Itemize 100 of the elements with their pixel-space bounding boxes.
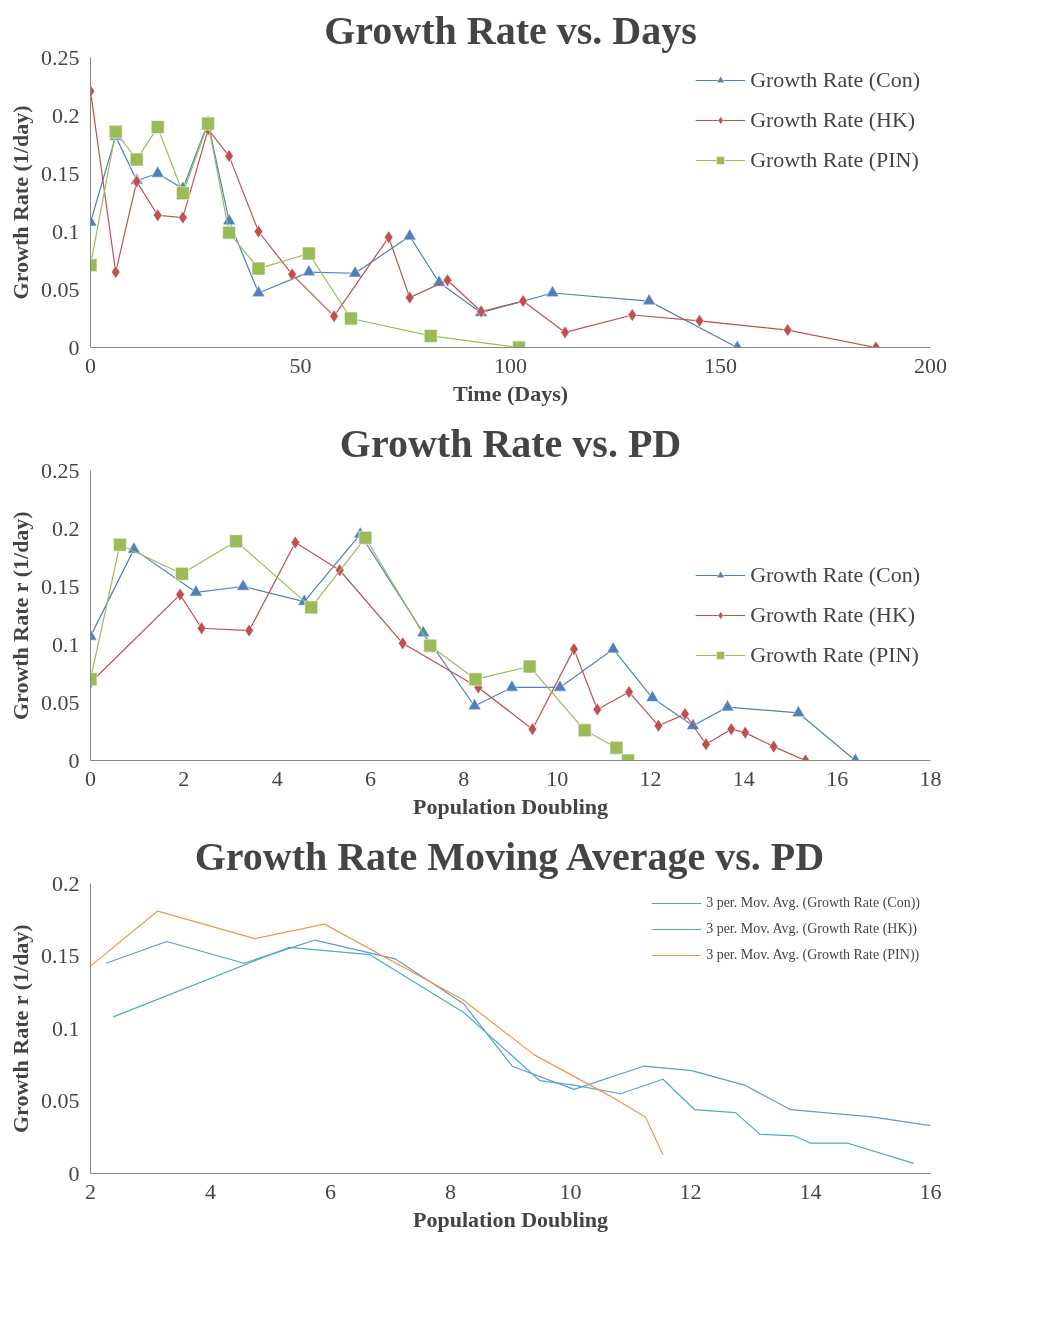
point	[527, 722, 538, 736]
x-tick-label: 16	[826, 765, 849, 791]
point	[442, 273, 453, 288]
x-tick-label: 4	[205, 1178, 216, 1204]
point	[150, 165, 165, 178]
legend-label: Growth Rate (PIN)	[750, 642, 919, 668]
point	[627, 308, 637, 322]
x-axis-title: Population Doubling	[412, 793, 609, 819]
x-tick-label: 150	[704, 352, 737, 378]
line-series	[90, 910, 664, 1156]
point	[108, 124, 123, 139]
point	[642, 293, 656, 306]
legend-label: 3 per. Mov. Avg. (Growth Rate (HK))	[706, 921, 917, 937]
x-tick-label: 0	[85, 765, 96, 791]
point	[468, 672, 483, 687]
point	[680, 707, 690, 721]
x-tick-label: 10	[559, 1178, 582, 1204]
point	[302, 264, 316, 277]
y-tick-label: 0.05	[41, 276, 80, 302]
point	[694, 314, 705, 328]
point	[348, 265, 362, 278]
y-tick-label: 0.2	[52, 870, 80, 896]
y-axis-title: Growth Rate r (1/day)	[8, 924, 33, 1134]
line-series	[105, 939, 931, 1127]
y-tick-label: 0.25	[41, 457, 80, 483]
legend-label: Growth Rate (HK)	[750, 602, 916, 628]
chart-title: Growth Rate Moving Average vs. PD	[194, 833, 825, 879]
point	[545, 285, 560, 298]
chart-title: Growth Rate vs. Days	[324, 7, 697, 53]
point	[577, 723, 592, 738]
point	[645, 690, 660, 702]
point	[518, 294, 528, 308]
y-axis-title: Growth Rate (1/day)	[8, 105, 33, 300]
x-tick-label: 18	[919, 765, 942, 791]
x-tick-label: 50	[289, 352, 312, 378]
point	[224, 149, 234, 163]
x-tick-label: 12	[639, 765, 662, 791]
x-tick-label: 8	[445, 1178, 456, 1204]
point	[553, 679, 567, 692]
x-tick-label: 12	[679, 1178, 702, 1204]
point	[624, 685, 634, 699]
x-tick-label: 2	[85, 1178, 96, 1204]
point	[783, 323, 793, 337]
legend-label: Growth Rate (PIN)	[750, 147, 919, 173]
x-tick-label: 100	[494, 352, 527, 378]
point	[229, 534, 243, 549]
y-tick-label: 0.25	[41, 44, 80, 70]
y-axis-title: Growth Rate r (1/day)	[8, 511, 33, 721]
x-tick-label: 200	[914, 352, 947, 378]
point	[201, 116, 215, 131]
x-tick-label: 8	[458, 765, 470, 791]
y-tick-label: 0	[68, 334, 80, 360]
y-tick-label: 0.2	[52, 102, 80, 128]
point	[236, 578, 250, 591]
point	[423, 638, 438, 653]
point	[402, 228, 417, 241]
y-tick-label: 0.15	[41, 943, 80, 968]
y-tick-label: 0.15	[41, 573, 80, 599]
point	[423, 329, 438, 343]
point	[113, 537, 127, 552]
y-tick-label: 0.2	[52, 515, 80, 541]
point	[606, 641, 620, 654]
point	[251, 285, 266, 298]
y-tick-label: 0.1	[52, 218, 80, 244]
point	[569, 642, 579, 656]
y-tick-label: 0.05	[41, 689, 80, 715]
legend-label: Growth Rate (Con)	[750, 67, 920, 93]
point	[720, 699, 735, 712]
point	[111, 265, 121, 279]
x-tick-label: 14	[732, 765, 755, 791]
point	[302, 246, 316, 261]
point	[726, 722, 736, 736]
point	[175, 566, 189, 581]
legend-label: 3 per. Mov. Avg. (Growth Rate (Con))	[706, 895, 920, 911]
point	[189, 584, 203, 597]
x-tick-label: 4	[271, 765, 283, 791]
x-axis-title: Population Doubling	[412, 1206, 609, 1232]
y-tick-label: 0.1	[52, 631, 80, 657]
x-tick-label: 14	[799, 1178, 822, 1204]
x-tick-label: 2	[178, 765, 190, 791]
point	[344, 311, 358, 326]
y-tick-label: 0	[68, 1160, 80, 1186]
chart-title: Growth Rate vs. PD	[339, 420, 682, 466]
point	[251, 261, 266, 276]
x-tick-label: 10	[546, 765, 569, 791]
point	[150, 120, 165, 134]
point	[329, 309, 339, 323]
y-tick-label: 0.1	[52, 1015, 80, 1041]
point	[522, 659, 537, 674]
point	[609, 740, 624, 755]
y-tick-label: 0	[68, 747, 80, 773]
x-tick-label: 6	[325, 1178, 336, 1204]
y-tick-label: 0.05	[41, 1088, 80, 1113]
point	[176, 186, 190, 201]
point	[653, 718, 664, 733]
point	[467, 698, 482, 711]
y-tick-label: 0.15	[41, 160, 80, 186]
point	[505, 679, 519, 692]
point	[358, 530, 373, 545]
point	[253, 224, 264, 239]
